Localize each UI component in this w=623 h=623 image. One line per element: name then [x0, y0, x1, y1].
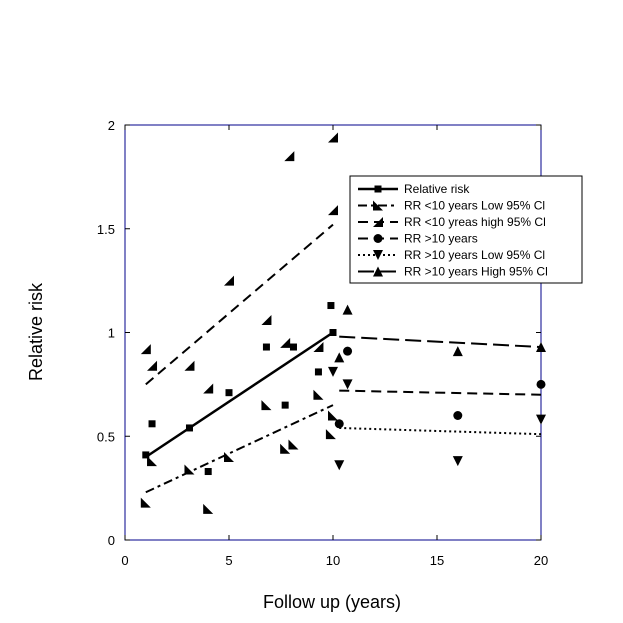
data-point: [289, 343, 297, 351]
data-point: [203, 383, 214, 394]
data-point: [536, 414, 546, 425]
data-point: [184, 464, 195, 475]
data-point: [342, 304, 353, 315]
trend-line: [145, 223, 334, 386]
legend-entry: RR <10 years Low 95% Cl: [358, 199, 545, 213]
series-3: [140, 132, 338, 394]
legend-label: RR >10 years: [404, 232, 478, 246]
x-axis-title: Follow up (years): [263, 592, 401, 612]
legend-label: RR >10 years Low 95% Cl: [404, 248, 545, 262]
trend-line: [339, 389, 542, 396]
legend-marker: [373, 250, 383, 260]
trend-line: [145, 331, 334, 459]
data-point: [328, 132, 338, 143]
data-point: [225, 389, 233, 397]
legend-marker: [373, 266, 383, 277]
data-point: [261, 315, 272, 326]
data-point: [224, 452, 234, 462]
series-5: [328, 366, 546, 471]
y-tick-label: 0: [108, 533, 115, 548]
data-point: [261, 400, 272, 411]
data-point: [262, 343, 270, 351]
data-point: [203, 503, 214, 514]
data-point: [148, 420, 156, 428]
data-point: [536, 342, 546, 353]
trend-line: [339, 335, 542, 349]
data-point: [142, 451, 150, 459]
x-tick-label: 15: [430, 553, 444, 568]
legend-entry: RR >10 years Low 95% Cl: [358, 248, 545, 262]
data-point: [328, 366, 338, 377]
data-point: [280, 443, 291, 454]
series-1: [142, 302, 337, 476]
series-2: [140, 389, 338, 514]
legend-label: RR <10 years Low 95% Cl: [404, 199, 545, 213]
data-point: [327, 302, 335, 310]
data-point: [342, 379, 353, 390]
x-tick-label: 0: [121, 553, 128, 568]
data-point: [147, 360, 158, 371]
data-point: [343, 346, 353, 356]
data-point: [140, 344, 151, 355]
y-tick-label: 1.5: [97, 222, 115, 237]
y-axis-title: Relative risk: [26, 282, 46, 381]
data-point: [452, 346, 463, 357]
legend-entry: RR >10 years High 95% Cl: [358, 265, 548, 279]
data-point: [284, 151, 295, 162]
series-4: [334, 346, 546, 429]
data-point: [224, 275, 234, 286]
data-point: [140, 497, 151, 508]
data-point: [184, 360, 195, 371]
data-point: [313, 342, 324, 353]
y-tick-label: 2: [108, 118, 115, 133]
legend-box: [349, 175, 583, 284]
legend-label: RR <10 yreas high 95% Cl: [404, 215, 546, 229]
data-point: [325, 429, 336, 440]
y-tick-label: 0.5: [97, 429, 115, 444]
legend-entry: RR >10 years: [358, 232, 478, 246]
data-point: [288, 439, 299, 450]
x-tick-label: 10: [326, 553, 340, 568]
data-point: [147, 456, 158, 467]
trend-line: [339, 426, 542, 436]
legend-label: RR >10 years High 95% Cl: [404, 265, 548, 279]
x-tick-label: 20: [534, 553, 548, 568]
data-point: [280, 337, 291, 348]
data-point: [453, 411, 463, 420]
legend-entry: Relative risk: [358, 182, 470, 196]
x-tick-label: 5: [225, 553, 232, 568]
data-point: [452, 456, 463, 467]
data-point: [536, 379, 546, 389]
legend-marker: [373, 217, 383, 227]
legend-label: Relative risk: [404, 182, 470, 196]
data-point: [204, 468, 212, 476]
series-6: [334, 304, 546, 363]
legend-entry: RR <10 yreas high 95% Cl: [358, 215, 546, 229]
legend-marker: [373, 200, 383, 211]
data-point: [329, 329, 337, 336]
trend-line: [145, 404, 334, 494]
data-point: [185, 424, 193, 432]
data-point: [328, 205, 338, 216]
legend-marker: [373, 234, 383, 243]
legend-marker: [374, 185, 382, 193]
y-tick-label: 1: [108, 326, 115, 341]
data-point: [328, 410, 338, 421]
data-point: [313, 389, 324, 400]
data-point: [314, 368, 322, 376]
data-point: [334, 460, 345, 471]
data-point: [281, 401, 289, 409]
data-point: [334, 419, 344, 429]
data-point: [334, 352, 345, 363]
